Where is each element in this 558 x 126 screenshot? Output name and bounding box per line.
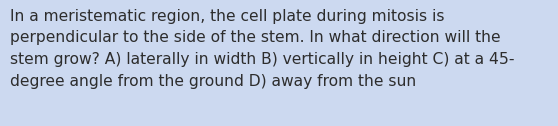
Text: In a meristematic region, the cell plate during mitosis is
perpendicular to the : In a meristematic region, the cell plate…: [10, 9, 514, 89]
